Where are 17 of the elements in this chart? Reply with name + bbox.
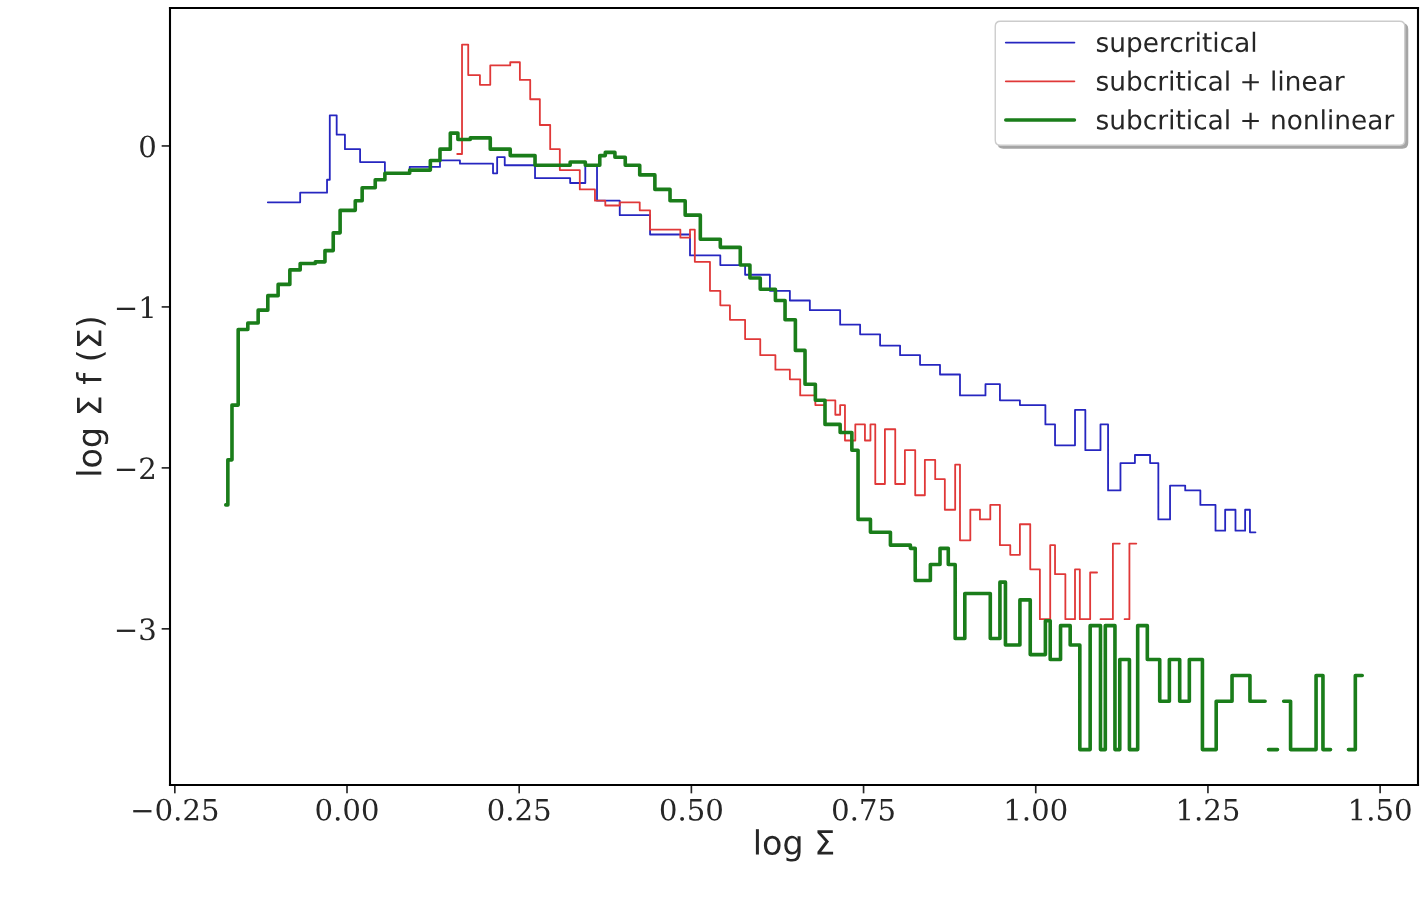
y-tick-label: −1	[116, 296, 153, 318]
y-tick-label: −3	[116, 618, 155, 641]
x-tick-label: 0.75	[833, 798, 894, 821]
legend-label: supercritical	[1096, 31, 1256, 58]
x-tick-label: 0.25	[488, 798, 550, 821]
legend-label: subcritical + nonlinear	[1096, 109, 1395, 130]
x-tick-label: 1.25	[1179, 798, 1239, 821]
x-tick-label: 1.00	[1006, 798, 1067, 821]
x-tick-label: 0.00	[316, 798, 378, 821]
y-axis-title: log Σ f (Σ)	[75, 318, 109, 475]
x-tick-label: 0.50	[660, 798, 722, 821]
x-tick-label: −0.25	[133, 798, 218, 821]
y-tick-label: 0	[140, 135, 155, 158]
y-tick-label: −2	[116, 457, 154, 479]
x-tick-label: 1.50	[1351, 798, 1411, 821]
legend-label: subcritical + linear	[1096, 70, 1345, 91]
x-axis-title: log Σ	[755, 829, 834, 862]
